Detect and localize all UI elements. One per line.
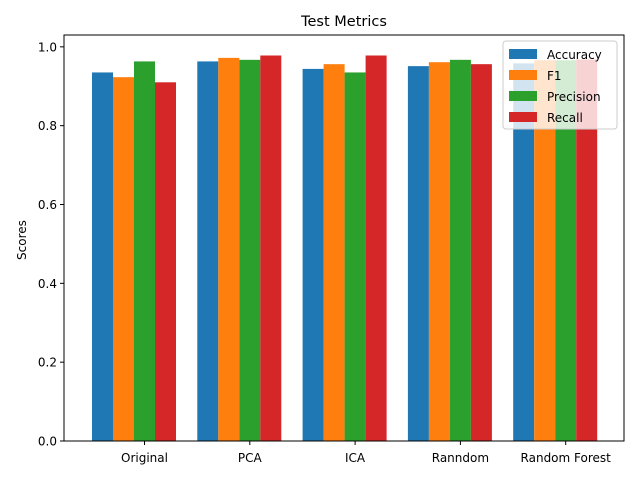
- y-tick-label: 0.4: [38, 277, 57, 291]
- legend-swatch-precision: [509, 91, 537, 101]
- bar-recall-ica: [365, 55, 387, 442]
- bar-recall-ranndom: [470, 64, 492, 441]
- bar-precision-ica: [344, 72, 366, 442]
- legend-swatch-accuracy: [509, 49, 537, 59]
- legend-swatch-recall: [509, 112, 537, 122]
- legend-label-recall: Recall: [547, 111, 583, 125]
- bar-accuracy-random-forest: [513, 63, 535, 441]
- legend: Accuracy F1 Precision Recall: [502, 40, 618, 130]
- bar-precision-original: [134, 61, 155, 442]
- bar-accuracy-ranndom: [407, 66, 429, 442]
- y-tick-label: 1.0: [38, 40, 57, 54]
- bar-f1-ranndom: [428, 62, 450, 441]
- y-tick-label: 0.8: [38, 119, 57, 133]
- bar-recall-original: [155, 82, 176, 442]
- x-tick-label: Random Forest: [521, 451, 612, 465]
- y-tick-label: 0.6: [38, 198, 57, 212]
- bar-f1-original: [113, 77, 134, 441]
- x-tick-label: Original: [121, 451, 168, 465]
- bar-f1-ica: [323, 64, 345, 441]
- legend-label-f1: F1: [547, 69, 562, 83]
- bar-precision-random-forest: [555, 60, 577, 442]
- axis-ticks: Original PCA ICA Ranndom Random Forest 0.0 0.2…: [38, 40, 611, 465]
- bar-accuracy-ica: [302, 68, 324, 441]
- bar-f1-pca: [218, 57, 240, 442]
- bar-accuracy-original: [92, 72, 113, 442]
- x-tick-label: ICA: [345, 451, 366, 465]
- chart-title: Test Metrics: [300, 14, 387, 30]
- plot-frame: [63, 34, 625, 442]
- bars: [92, 55, 598, 442]
- bar-accuracy-pca: [197, 61, 219, 442]
- x-tick-label: PCA: [238, 451, 263, 465]
- bar-recall-pca: [260, 55, 282, 442]
- y-tick-label: 0.0: [38, 435, 57, 449]
- bar-precision-ranndom: [449, 59, 471, 441]
- y-tick-label: 0.2: [38, 356, 57, 370]
- bar-recall-random-forest: [576, 59, 598, 441]
- y-axis-label: Scores: [15, 220, 29, 260]
- bar-f1-random-forest: [534, 60, 556, 442]
- x-tick-label: Ranndom: [432, 451, 489, 465]
- bar-precision-pca: [239, 59, 261, 441]
- legend-swatch-f1: [509, 70, 537, 80]
- legend-label-accuracy: Accuracy: [547, 48, 602, 62]
- legend-box: [502, 40, 618, 130]
- legend-label-precision: Precision: [547, 90, 601, 104]
